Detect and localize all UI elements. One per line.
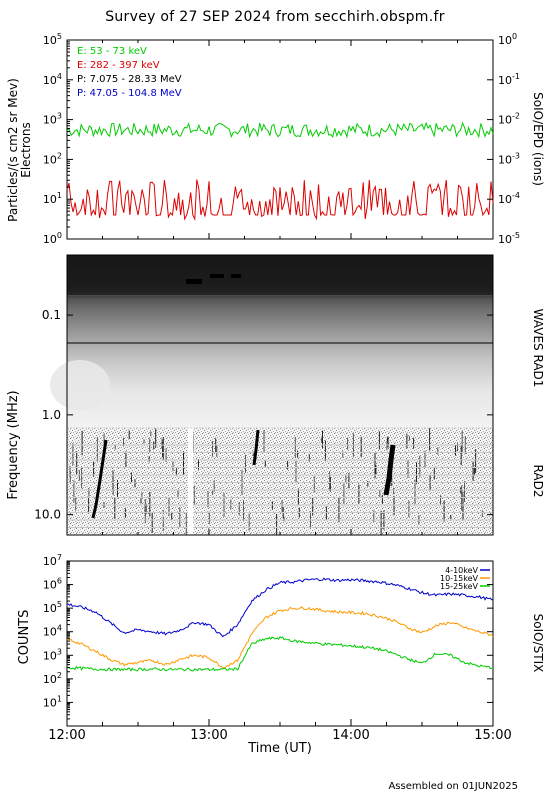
rad2-label: RAD2	[531, 465, 545, 498]
epd-ylabel-2: Electrons	[19, 122, 33, 177]
stix-ytick-label: 105	[43, 600, 62, 615]
rad2-type3-burst-2	[252, 429, 260, 466]
stix-series-line	[66, 635, 494, 672]
freq-tick-label: 0.1	[42, 308, 61, 322]
rad1-burst-3	[231, 274, 241, 278]
epd-legend-item: P: 7.075 - 28.33 MeV	[77, 74, 182, 85]
epd-right-tick-label: 10-3	[498, 151, 520, 166]
stix-ytick-label: 106	[43, 577, 62, 592]
rad1-burst-2	[210, 274, 224, 278]
rad1-burst-1	[186, 279, 202, 284]
time-tick-label: 15:00	[474, 728, 511, 743]
epd-ytick-label: 102	[43, 151, 62, 166]
stix-ylabel: COUNTS	[17, 610, 32, 665]
stix-ytick-label: 107	[43, 553, 62, 568]
stix-ytick-label: 104	[43, 624, 62, 639]
epd-right-tick-label: 10-1	[498, 72, 520, 87]
waves-panel: 0.1 1.0 10.0 Frequency (MHz) WAVES RAD1 RA…	[6, 254, 545, 536]
epd-ytick-label: 101	[43, 191, 62, 206]
stix-legend-label: 4-10keV	[445, 566, 478, 575]
stix-ytick-label: 101	[43, 694, 62, 709]
stix-ytick-label: 103	[43, 647, 62, 662]
x-axis-label: Time (UT)	[247, 741, 312, 756]
freq-tick-label: 1.0	[42, 408, 61, 422]
rad1-bright-blob	[50, 360, 110, 410]
freq-tick-label: 10.0	[34, 508, 61, 522]
epd-right-tick-label: 10-4	[498, 191, 520, 206]
stix-panel: 101 102 103 104 105 106 107 12:00 13:00 14:00 15:…	[17, 553, 545, 756]
epd-right-label: SoIO/EPD (ions)	[531, 92, 545, 186]
rad1-label: WAVES RAD1	[531, 309, 545, 388]
stix-legend-label: 10-15keV	[440, 574, 479, 583]
epd-legend-item: E: 282 - 397 keV	[77, 60, 160, 71]
stix-right-label: SoIO/STIX	[531, 614, 545, 673]
stix-series-line	[66, 606, 494, 670]
stix-series-line	[67, 577, 494, 638]
time-tick-label: 13:00	[190, 728, 227, 743]
footer-assembled: Assembled on 01JUN2025	[388, 781, 518, 792]
epd-plot-frame	[66, 39, 494, 240]
epd-ylabel: Particles/(s cm2 sr Mev)	[6, 78, 20, 222]
page-title: Survey of 27 SEP 2024 from secchirh.obsp…	[105, 9, 445, 25]
rad2-gap	[188, 428, 193, 535]
stix-legend-label: 15-25keV	[440, 582, 479, 591]
rad2-spectrogram	[67, 428, 493, 535]
epd-ytick-label: 105	[43, 32, 62, 47]
epd-ytick-label: 103	[43, 112, 62, 127]
time-tick-label: 14:00	[332, 728, 369, 743]
rad1-dark-band	[67, 255, 493, 295]
epd-legend-item: E: 53 - 73 keV	[77, 46, 147, 57]
epd-ytick-label: 104	[43, 72, 62, 87]
stix-plot-frame	[66, 560, 494, 727]
waves-ylabel: Frequency (MHz)	[6, 390, 21, 499]
epd-ytick-label: 100	[43, 231, 62, 246]
rad2-type3-burst-1	[91, 439, 108, 519]
epd-right-tick-label: 10-2	[498, 112, 520, 127]
time-tick-label: 12:00	[48, 728, 85, 743]
stix-ytick-label: 102	[43, 671, 62, 686]
epd-legend-item: P: 47.05 - 104.8 MeV	[77, 88, 182, 99]
epd-panel: 100 101 102 103 104 105 10-5 10-4 10-3 10-2 10-1 1…	[6, 32, 545, 246]
epd-right-tick-label: 10-5	[498, 231, 520, 246]
rad2-type3-burst-3	[383, 444, 396, 496]
epd-series-line	[66, 121, 494, 139]
epd-series-line	[66, 179, 494, 221]
epd-right-tick-label: 100	[498, 32, 517, 47]
